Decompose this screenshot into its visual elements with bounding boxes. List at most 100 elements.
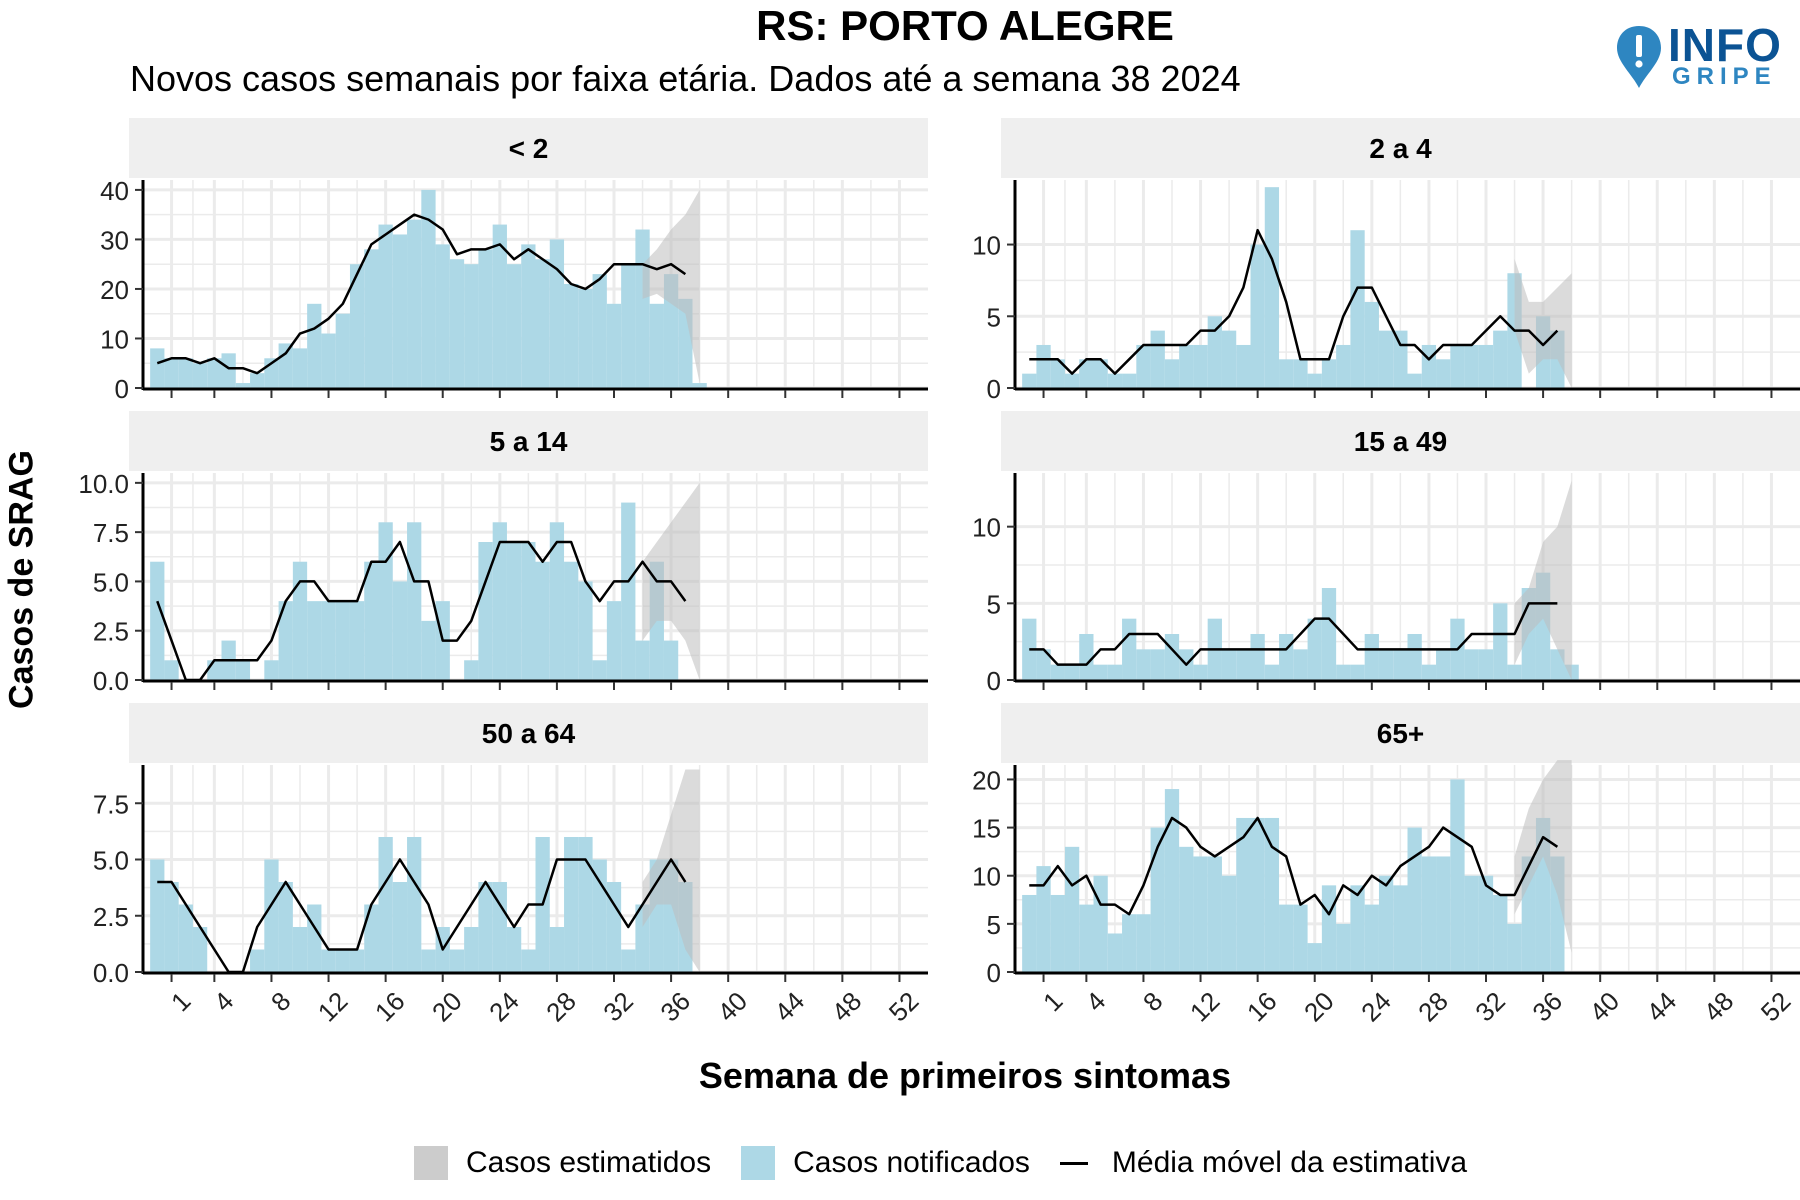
panel-5-x-tick-label-40: 40 [711, 986, 753, 1028]
x-axis-label: Semana de primeiros sintomas [698, 1055, 1232, 1096]
panel-3-bar-week-29 [564, 561, 579, 680]
panel-5-bar-week-8 [264, 859, 279, 972]
panel-5-x-tick-label-20: 20 [426, 986, 468, 1028]
panel-2-bar-week-9 [1150, 330, 1165, 388]
panel-6-y-tick-label-3: 15 [972, 814, 1001, 844]
panel-2-bar-week-5 [1093, 359, 1108, 388]
panel-2-bar-week-2 [1050, 359, 1065, 388]
panel-1-bar-week-12 [321, 333, 336, 388]
panel-3: 5 a 14 0.0 2.5 5.0 7.5 10.0 [78, 411, 928, 696]
panel-6-y-tick-label-1: 5 [987, 910, 1001, 940]
panel-6-x-tick-label-32: 32 [1469, 986, 1511, 1028]
panel-6-bar-week-34 [1507, 923, 1522, 972]
panel-1-bar-week-30 [578, 288, 593, 388]
panel-6-y-tick-label-0: 0 [987, 958, 1001, 988]
panel-1-bar-week-5 [221, 353, 236, 388]
panel-6-x-tick-label-48: 48 [1698, 986, 1740, 1028]
panel-5-bar-week-19 [421, 949, 436, 972]
panel-5-x-tick-label-48: 48 [826, 986, 868, 1028]
panel-1-bar-week-33 [621, 264, 636, 388]
panel-6-bar-week-31 [1464, 875, 1479, 972]
logo-subtext: GRIPE [1672, 63, 1777, 90]
panel-3-bar-week-19 [421, 620, 436, 680]
panel-6-bar-week-9 [1150, 827, 1165, 972]
panel-2-bar-week-3 [1064, 373, 1080, 388]
panel-4-bar-week-19 [1293, 649, 1308, 680]
panel-4-bar-week-33 [1493, 603, 1508, 680]
panel-2-moving-average-line [1029, 228, 1559, 375]
panel-5-bar-week-30 [578, 837, 593, 972]
panel-1-bar-week-6 [235, 383, 251, 388]
panel-3-bar-week-24 [492, 522, 507, 680]
panel-4-bar-week-2 [1050, 664, 1065, 680]
panel-1-bar-week-2 [178, 358, 193, 388]
panel-5-bar-week-25 [506, 927, 522, 972]
panel-4-bar-week-18 [1279, 634, 1294, 680]
panel-1-bar-week-21 [449, 259, 465, 388]
infogripe-logo: INFO GRIPE [1614, 22, 1794, 92]
panel-6-strip [1001, 703, 1800, 763]
panel-4-bar-week-25 [1378, 649, 1394, 680]
panel-5-y-tick-label-0: 0.0 [93, 958, 129, 988]
panel-5-x-tick-label-24: 24 [483, 986, 525, 1028]
panel-4-bar-week-1 [1036, 649, 1051, 680]
logo-text: INFO [1668, 19, 1782, 71]
panel-4-bar-week-12 [1193, 664, 1208, 680]
panel-4-strip [1001, 411, 1800, 471]
panel-6-bar-week-32 [1478, 875, 1494, 972]
panel-1-strip [129, 118, 928, 178]
panel-2-bar-week-24 [1364, 301, 1379, 388]
legend-key-estimated [414, 1146, 448, 1180]
panel-2-bar-week-0 [1022, 373, 1037, 388]
panel-3-bar-week-9 [278, 601, 293, 680]
panel-4-y-tick-label-2: 10 [972, 513, 1001, 543]
panel-4-strip-label: 15 a 49 [1354, 426, 1447, 457]
panel-3-bar-week-6 [235, 660, 251, 680]
panel-4-bar-week-10 [1164, 634, 1180, 680]
panel-6-x-tick-label-4: 4 [1080, 986, 1111, 1017]
panel-4-bar-week-34 [1507, 664, 1522, 680]
panel-5-bar-week-7 [250, 949, 265, 972]
y-axis-label: Casos de SRAG [2, 450, 41, 709]
panel-5-x-tick-label-1: 1 [165, 986, 196, 1017]
panel-5-bar-week-33 [621, 949, 636, 972]
panel-3-bar-week-0 [150, 561, 165, 680]
panel-1-bar-week-10 [292, 348, 308, 388]
panel-5: 50 a 640.02.55.07.51 4 8 12 16 20 24 28 32 36 40 44… [93, 703, 928, 1027]
panel-4-moving-average-line [1029, 602, 1558, 666]
panel-1-bar-week-9 [278, 343, 293, 388]
panel-4-bar-week-15 [1236, 649, 1251, 680]
panel-6-bar-week-23 [1350, 885, 1365, 972]
panel-5-bar-week-3 [192, 927, 208, 972]
panel-4-bar-week-26 [1393, 649, 1408, 680]
panel-5-bar-week-26 [521, 949, 536, 972]
panel-2-bar-week-17 [1264, 187, 1280, 388]
panel-1-bar-week-14 [349, 264, 365, 388]
panel-1-bar-week-26 [521, 244, 536, 388]
panel-6-bar-week-22 [1336, 923, 1351, 972]
panel-4-bar-week-3 [1064, 664, 1080, 680]
panel-1-bar-week-0 [150, 348, 165, 388]
panel-3-bar-week-13 [335, 601, 350, 680]
panel-2-bar-week-25 [1378, 330, 1394, 388]
panel-2-y-tick-label-2: 10 [972, 231, 1001, 261]
panel-3-bar-week-1 [164, 660, 179, 680]
panel-3-bar-week-4 [207, 660, 222, 680]
panel-6-bar-week-30 [1450, 779, 1465, 972]
panel-5-bar-week-14 [349, 949, 365, 972]
panel-6-bar-week-29 [1436, 856, 1451, 972]
panel-4-bar-week-21 [1321, 588, 1337, 680]
panel-1-y-tick-label-3: 30 [100, 225, 129, 255]
panel-4-bar-week-29 [1436, 649, 1451, 680]
legend-label-estimated: Casos estimatidos [466, 1146, 712, 1179]
panel-5-bar-week-18 [407, 837, 422, 972]
panel-6-bar-week-12 [1193, 856, 1208, 972]
panel-1-bar-week-29 [564, 284, 579, 388]
panel-1-y-tick-label-0: 0 [115, 374, 129, 404]
panel-5-bar-week-28 [549, 927, 565, 972]
panel-5-x-tick-label-32: 32 [597, 986, 639, 1028]
panel-4-bar-week-8 [1136, 649, 1151, 680]
panel-3-y-tick-label-0: 0.0 [93, 666, 129, 696]
panel-4-bar-week-14 [1221, 649, 1237, 680]
panel-1-estimate-band [642, 189, 700, 384]
